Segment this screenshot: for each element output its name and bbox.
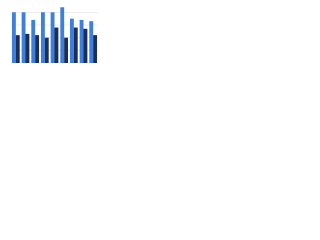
- bar: [15, 35, 20, 63]
- bar: [50, 12, 55, 64]
- bar: [79, 19, 84, 63]
- bar: [89, 21, 94, 63]
- bar: [64, 37, 69, 63]
- bar: [21, 12, 26, 64]
- bar: [40, 12, 45, 64]
- bar: [44, 37, 49, 63]
- bar: [60, 7, 65, 63]
- chart: [11, 7, 98, 64]
- bar: [31, 19, 36, 63]
- bar: [83, 28, 88, 63]
- bar: [93, 35, 98, 63]
- bar: [69, 18, 74, 64]
- bar: [54, 27, 59, 63]
- bar: [35, 35, 40, 63]
- bar: [73, 27, 78, 63]
- bar: [25, 33, 30, 63]
- bar: [11, 12, 16, 64]
